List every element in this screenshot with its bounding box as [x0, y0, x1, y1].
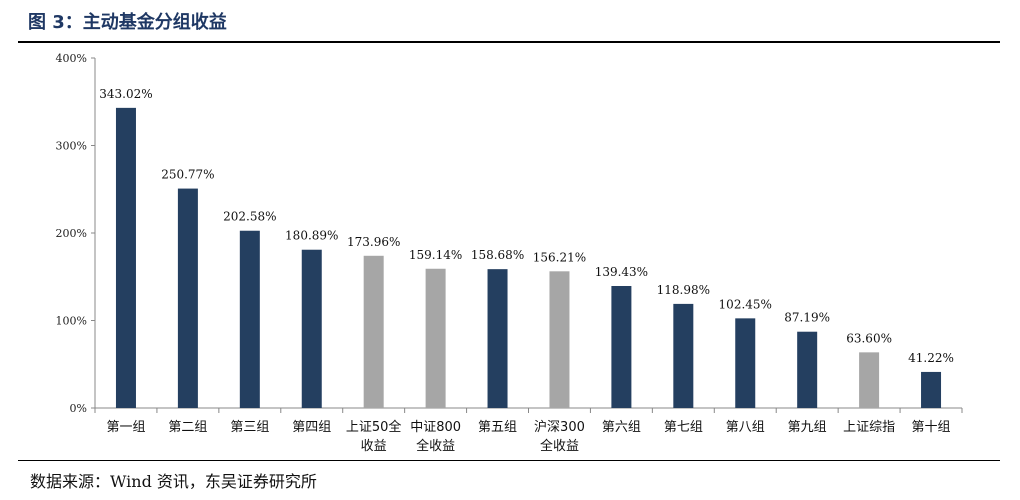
category-label: 第八组: [726, 420, 765, 435]
bar: [611, 285, 632, 408]
category-label: 上证综指: [843, 420, 895, 435]
bar: [859, 352, 880, 408]
bar: [363, 255, 384, 408]
bar: [115, 107, 136, 409]
category-label: 全收益: [540, 438, 579, 454]
data-label: 156.21%: [533, 250, 586, 264]
source-rule: [18, 460, 1000, 461]
bar: [549, 271, 570, 408]
data-label: 202.58%: [223, 210, 276, 224]
data-label: 173.96%: [347, 235, 400, 249]
category-label: 第五组: [478, 420, 517, 435]
data-label: 87.19%: [784, 311, 830, 325]
category-label: 收益: [361, 439, 387, 454]
category-label: 第十组: [912, 420, 951, 435]
bar: [487, 269, 508, 408]
title-rule: [18, 41, 1000, 43]
bar: [177, 188, 198, 408]
data-label: 139.43%: [595, 265, 648, 279]
bar: [797, 331, 818, 408]
category-label: 第二组: [168, 420, 207, 435]
category-label: 上证50全: [346, 419, 402, 435]
y-tick-label: 200%: [56, 227, 87, 240]
bar: [239, 230, 260, 408]
data-label: 159.14%: [409, 248, 462, 262]
bar: [425, 268, 446, 408]
data-label: 158.68%: [471, 248, 524, 262]
bar: [301, 249, 322, 408]
category-label: 第七组: [664, 420, 703, 435]
category-label: 第六组: [602, 420, 641, 435]
data-label: 250.77%: [161, 168, 214, 182]
data-label: 63.60%: [846, 331, 892, 345]
category-label: 第三组: [230, 420, 269, 435]
category-label: 第四组: [292, 420, 331, 435]
data-label: 102.45%: [719, 297, 772, 311]
bar: [735, 318, 756, 408]
category-label: 中证800: [410, 420, 461, 435]
category-label: 第一组: [106, 420, 145, 435]
y-tick-label: 400%: [56, 52, 87, 65]
category-label: 第九组: [788, 420, 827, 435]
data-label: 343.02%: [99, 87, 152, 101]
category-label: 沪深300: [534, 419, 585, 435]
source-note: 数据来源：Wind 资讯，东吴证券研究所: [30, 472, 317, 491]
bar-chart: 0% 100% 200% 300% 400% 343.02% 第一组 250.77% 第二组 20…: [56, 52, 963, 454]
figure-title: 图 3：主动基金分组收益: [28, 12, 227, 33]
bar: [921, 371, 942, 408]
data-label: 41.22%: [908, 351, 954, 365]
data-label: 118.98%: [657, 283, 710, 297]
bar: [673, 303, 694, 408]
y-tick-label: 0%: [70, 402, 87, 415]
data-label: 180.89%: [285, 229, 338, 243]
category-label: 全收益: [416, 438, 455, 454]
y-tick-label: 100%: [56, 315, 87, 328]
y-tick-label: 300%: [56, 140, 87, 153]
